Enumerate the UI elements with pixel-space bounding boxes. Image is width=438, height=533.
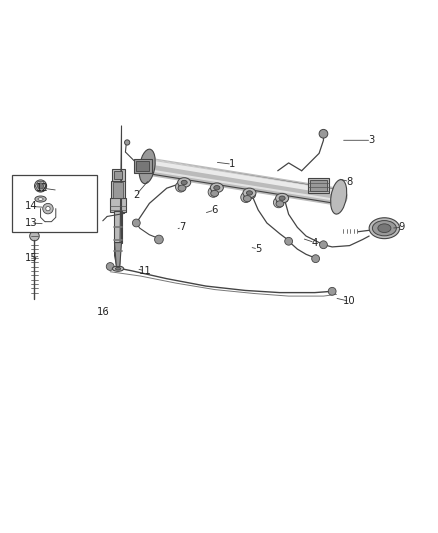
Ellipse shape <box>211 190 219 197</box>
Polygon shape <box>146 159 340 204</box>
Text: 5: 5 <box>255 244 261 254</box>
Bar <box>136 161 149 171</box>
Ellipse shape <box>116 268 120 270</box>
Text: 9: 9 <box>399 222 405 232</box>
Ellipse shape <box>372 221 396 236</box>
Bar <box>110 198 126 212</box>
Circle shape <box>319 130 328 138</box>
Ellipse shape <box>378 224 391 232</box>
Circle shape <box>276 200 281 205</box>
Text: 3: 3 <box>368 135 374 146</box>
Circle shape <box>273 197 284 208</box>
Bar <box>134 159 152 173</box>
Circle shape <box>248 191 255 199</box>
Circle shape <box>211 190 215 194</box>
Circle shape <box>244 195 248 199</box>
Ellipse shape <box>181 180 187 184</box>
Circle shape <box>180 179 187 187</box>
Circle shape <box>179 184 183 189</box>
Bar <box>114 211 122 243</box>
Text: 14: 14 <box>25 201 37 212</box>
Circle shape <box>241 192 251 203</box>
Ellipse shape <box>331 180 347 214</box>
Circle shape <box>328 287 336 295</box>
Circle shape <box>176 182 186 192</box>
Bar <box>112 168 124 182</box>
Text: 10: 10 <box>343 296 356 306</box>
Ellipse shape <box>210 183 223 192</box>
Text: 12: 12 <box>36 183 49 193</box>
Text: 11: 11 <box>139 266 152 276</box>
Circle shape <box>30 231 39 241</box>
Circle shape <box>38 183 44 189</box>
Circle shape <box>285 237 293 245</box>
Ellipse shape <box>35 196 46 202</box>
Bar <box>113 182 123 198</box>
Circle shape <box>132 219 140 227</box>
Text: 2: 2 <box>133 190 139 200</box>
Ellipse shape <box>369 218 399 239</box>
Ellipse shape <box>214 185 220 190</box>
Ellipse shape <box>243 188 256 198</box>
Ellipse shape <box>247 191 253 195</box>
Ellipse shape <box>139 149 155 184</box>
Circle shape <box>155 235 163 244</box>
Circle shape <box>106 263 114 270</box>
Ellipse shape <box>276 201 284 207</box>
Circle shape <box>280 195 288 203</box>
Text: 15: 15 <box>25 253 37 263</box>
Circle shape <box>43 204 53 214</box>
Polygon shape <box>115 243 121 266</box>
Circle shape <box>312 255 320 263</box>
Circle shape <box>320 241 327 249</box>
Text: 1: 1 <box>229 159 235 169</box>
Ellipse shape <box>244 196 251 201</box>
Ellipse shape <box>113 266 124 271</box>
Ellipse shape <box>178 177 191 187</box>
Text: 7: 7 <box>179 222 185 232</box>
Text: 6: 6 <box>212 205 218 215</box>
Text: 4: 4 <box>311 238 318 247</box>
Circle shape <box>46 206 50 211</box>
Bar <box>12 175 97 232</box>
Circle shape <box>124 140 130 145</box>
Ellipse shape <box>276 193 289 203</box>
Bar <box>114 171 122 180</box>
Text: 16: 16 <box>97 307 110 317</box>
Bar <box>111 181 125 199</box>
Text: 8: 8 <box>346 176 353 187</box>
Circle shape <box>208 187 219 197</box>
Text: 13: 13 <box>25 218 37 228</box>
Bar <box>308 178 329 193</box>
Ellipse shape <box>38 198 43 200</box>
Ellipse shape <box>279 196 285 200</box>
Ellipse shape <box>178 185 186 191</box>
Circle shape <box>35 180 47 192</box>
Bar <box>311 180 327 191</box>
